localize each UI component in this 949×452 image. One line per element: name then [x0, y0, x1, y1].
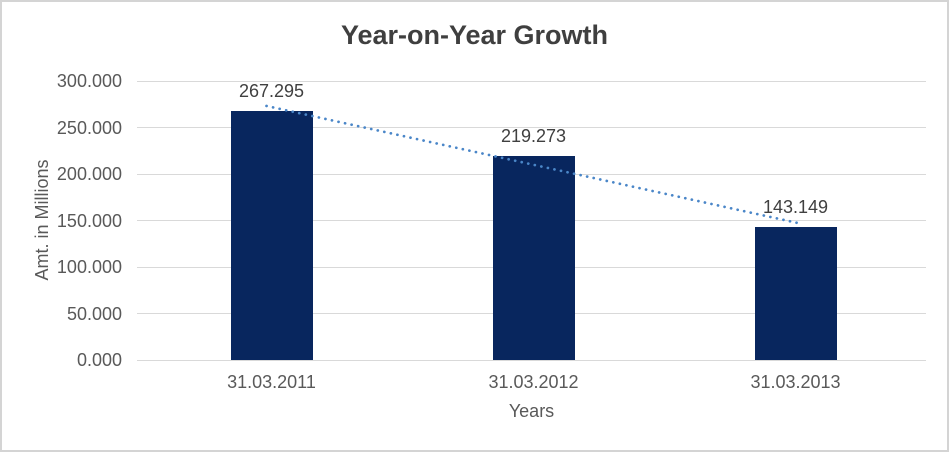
bar — [230, 111, 313, 360]
bar-data-label: 143.149 — [762, 196, 829, 217]
y-tick-label: 0.000 — [76, 350, 122, 370]
gridline — [137, 359, 926, 361]
y-tick-label: 100.000 — [56, 257, 122, 277]
y-axis-title: Amt. in Millions — [32, 159, 52, 281]
y-tick-label: 150.000 — [56, 210, 122, 231]
bar-data-label: 267.295 — [238, 81, 305, 102]
y-tick-label: 300.000 — [56, 71, 122, 91]
x-category-label: 31.03.2012 — [488, 372, 579, 392]
y-tick-label: 250.000 — [56, 117, 122, 138]
x-axis-title: Years — [508, 401, 555, 421]
y-tick-label: 50.000 — [66, 303, 122, 324]
x-category-label: 31.03.2013 — [750, 372, 841, 392]
y-tick-label: 200.000 — [56, 164, 122, 184]
bar-data-label: 219.273 — [500, 126, 567, 147]
bar — [754, 226, 837, 360]
gridline — [137, 80, 926, 82]
x-category-label: 31.03.2011 — [227, 372, 316, 392]
chart-title: Year-on-Year Growth — [340, 20, 609, 50]
bar — [492, 156, 575, 360]
